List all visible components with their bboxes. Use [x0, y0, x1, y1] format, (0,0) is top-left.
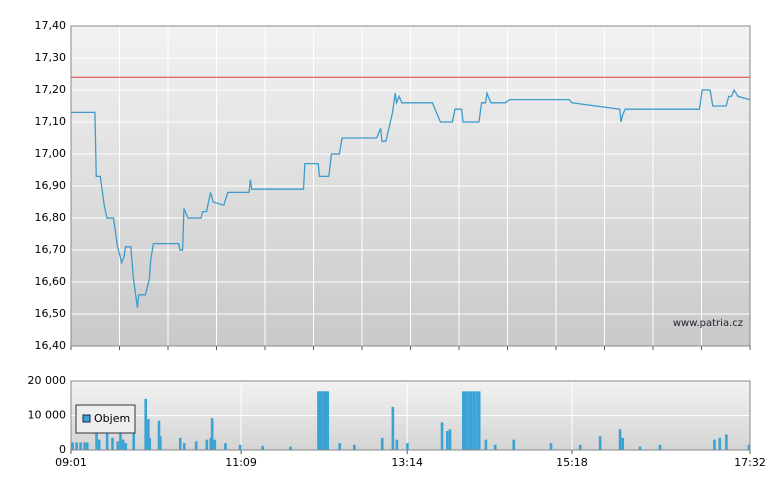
volume-bar [512, 439, 516, 450]
y-tick-label: 20 000 [28, 374, 67, 387]
y-tick-label: 16,50 [35, 307, 67, 320]
volume-bar [319, 391, 323, 450]
volume-bar [213, 439, 217, 450]
volume-bar [194, 441, 198, 450]
volume-bar [464, 391, 468, 450]
volume-bar [463, 391, 466, 450]
volume-bar [144, 398, 148, 450]
y-tick-label: 17,30 [35, 51, 67, 64]
volume-bar [178, 437, 182, 450]
volume-bar [119, 431, 122, 450]
volume-bar [148, 437, 151, 450]
volume-bar [484, 439, 488, 450]
volume-bar [391, 406, 395, 450]
volume-bar [79, 442, 82, 450]
volume-bar [549, 443, 553, 450]
volume-bar [111, 437, 114, 450]
volume-bar [658, 444, 662, 450]
x-tick-label: 17:32 [734, 456, 766, 469]
x-tick-label: 15:18 [556, 456, 588, 469]
y-tick-label: 16,90 [35, 179, 67, 192]
volume-bar [448, 429, 452, 450]
volume-bar [124, 443, 128, 450]
volume-bar [182, 443, 186, 450]
volume-bar [440, 422, 444, 450]
y-tick-label: 17,40 [35, 19, 67, 32]
volume-bar [713, 439, 716, 450]
x-tick-label: 11:09 [225, 456, 257, 469]
y-tick-label: 17,20 [35, 83, 67, 96]
volume-bar [380, 437, 384, 450]
y-tick-label: 17,00 [35, 147, 67, 160]
volume-bar [323, 391, 327, 450]
volume-bar [289, 446, 292, 450]
watermark: www.patria.cz [673, 318, 743, 329]
y-tick-label: 0 [59, 443, 66, 456]
volume-bar [475, 391, 478, 450]
volume-bar [121, 439, 125, 450]
y-tick-label: 16,40 [35, 339, 67, 352]
volume-bar [477, 391, 481, 450]
volume-bar [322, 391, 326, 450]
volume-bar [598, 436, 602, 450]
volume-bar [472, 391, 476, 450]
price-line [71, 88, 751, 308]
volume-bar [325, 391, 328, 450]
y-tick-label: 17,10 [35, 115, 67, 128]
panel-border [70, 380, 751, 451]
volume-bar [157, 420, 161, 450]
legend-label: Objem [94, 412, 130, 425]
x-tick-label: 09:01 [55, 456, 87, 469]
legend-swatch [82, 414, 91, 423]
volume-bar [75, 442, 78, 450]
volume-bar [116, 441, 120, 450]
volume-bar [493, 444, 497, 450]
volume-bar [83, 442, 86, 450]
volume-bar [147, 418, 150, 450]
volume-bar [85, 442, 89, 450]
volume-bar [97, 439, 101, 450]
panel-border [70, 25, 751, 347]
volume-bar [317, 391, 320, 450]
volume-bar [747, 444, 751, 450]
volume-bar [406, 443, 409, 450]
volume-bar [159, 436, 162, 450]
volume-bar [446, 431, 449, 450]
volume-bar [638, 446, 642, 450]
volume-bar [718, 437, 722, 450]
volume-bar [725, 434, 728, 450]
volume-bar [224, 443, 227, 450]
volume-bar [578, 444, 582, 450]
volume-bar [338, 443, 342, 450]
volume-bar [209, 437, 213, 450]
volume-bar [618, 429, 622, 450]
volume-bar [71, 442, 74, 450]
volume-bar [105, 432, 109, 450]
volume-bar [395, 439, 399, 450]
y-tick-label: 16,70 [35, 243, 67, 256]
volume-bar [469, 391, 473, 450]
x-tick-label: 13:14 [391, 456, 423, 469]
y-tick-label: 16,80 [35, 211, 67, 224]
volume-bar [353, 444, 356, 450]
volume-bar [621, 437, 625, 450]
volume-bar [461, 391, 465, 450]
volume-bar [261, 445, 264, 450]
volume-bar [210, 418, 214, 450]
y-tick-label: 10 000 [28, 409, 67, 422]
volume-bar [326, 391, 330, 450]
volume-bar [318, 391, 322, 450]
volume-bar [205, 439, 209, 450]
volume-bar [238, 444, 242, 450]
volume-bar [467, 391, 470, 450]
y-tick-label: 16,60 [35, 275, 67, 288]
